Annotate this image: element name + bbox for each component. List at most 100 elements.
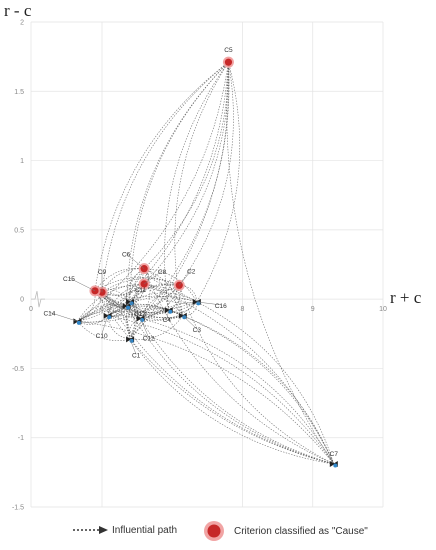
- label-leader: [125, 253, 145, 269]
- influential-path: [94, 61, 229, 291]
- influential-path: [77, 295, 197, 322]
- influential-path: [77, 62, 229, 322]
- influential-path: [140, 62, 230, 319]
- point-label: C7: [330, 451, 339, 458]
- y-tick-label: 1.5: [14, 89, 24, 96]
- influential-path: [129, 309, 169, 340]
- effect-point: [76, 320, 81, 325]
- legend-cause-item: Criterion classified as "Cause": [202, 519, 368, 543]
- influential-path: [143, 283, 197, 304]
- label-leader: [144, 270, 163, 285]
- influential-path: [143, 62, 229, 285]
- grid: [30, 21, 384, 508]
- arrowhead-mark: [126, 298, 132, 305]
- arrowhead-mark: [73, 318, 79, 325]
- influential-path: [182, 315, 335, 465]
- influential-path: [144, 268, 198, 303]
- y-tick-label: -1.5: [12, 505, 24, 512]
- y-tick-label: 2: [20, 20, 24, 27]
- influential-path: [126, 305, 334, 465]
- label-leader: [129, 301, 141, 314]
- x-axis-title: r + c: [390, 288, 422, 307]
- point-label: C1: [132, 352, 141, 359]
- point-label: C14: [43, 310, 55, 317]
- influential-path: [101, 291, 169, 313]
- point-label: C15: [63, 276, 75, 283]
- influential-path: [168, 309, 335, 465]
- y-tick-label: -0.5: [12, 366, 24, 373]
- arrowhead-mark: [329, 461, 335, 468]
- influential-path: [168, 308, 184, 316]
- criteria-labels: C1 C2 C3 C4 C5 C6 C7 C8 C9 C10 C11 C12 C13 C14 C15 C16: [43, 47, 338, 458]
- influential-path: [140, 268, 151, 319]
- label-leader: [126, 288, 141, 307]
- point-label: C3: [193, 327, 202, 334]
- influential-path: [196, 301, 335, 465]
- dotted-arrow-icon: [73, 526, 108, 534]
- influential-path: [129, 292, 197, 303]
- influential-path: [101, 291, 141, 319]
- influential-path: [77, 268, 145, 322]
- arrowhead-mark: [164, 307, 170, 314]
- legend-cause-label: Criterion classified as "Cause": [234, 525, 368, 537]
- point-label: C2: [187, 268, 196, 275]
- influential-path: [101, 61, 229, 293]
- effect-point: [129, 338, 134, 343]
- point-label: C8: [158, 269, 167, 276]
- axes: -1.5 -1 -0.5 0 0.5 1 1.5 2 0 6 8 9 10: [12, 20, 387, 512]
- y-tick-label: -1: [18, 435, 24, 442]
- influential-path: [94, 267, 145, 292]
- point-label: C12: [143, 336, 155, 343]
- influential-path: [144, 283, 170, 311]
- influential-path: [178, 285, 334, 465]
- influential-path: [143, 268, 334, 465]
- influential-path: [94, 290, 334, 465]
- point-label: C16: [215, 303, 227, 310]
- influential-path: [143, 62, 229, 269]
- x-tick-label: 9: [311, 306, 315, 313]
- x-tick-label: 6: [100, 306, 104, 313]
- label-leader: [140, 318, 149, 338]
- label-leader: [182, 315, 197, 329]
- influential-path: [77, 285, 180, 323]
- arrowhead-mark: [103, 312, 109, 319]
- arrowhead-mark: [136, 315, 142, 322]
- influential-path: [168, 301, 198, 313]
- influential-path: [107, 283, 145, 316]
- influential-path: [77, 301, 131, 323]
- criteria-points: [73, 56, 338, 468]
- legend-path-label: Influential path: [112, 524, 178, 536]
- influential-path: [143, 268, 149, 285]
- chart-svg: -1.5 -1 -0.5 0 0.5 1 1.5 2 0 6 8 9 10 C1 C2 C3 C4 C5 C6 C7…: [4, 1, 422, 512]
- point-label: C11: [135, 287, 147, 294]
- cause-point: [224, 58, 233, 66]
- influential-path: [107, 305, 127, 317]
- label-leader: [129, 339, 137, 355]
- influential-path: [107, 62, 229, 316]
- influential-path: [129, 61, 229, 302]
- y-tick-label: 0.5: [14, 227, 24, 234]
- point-label: C5: [224, 47, 233, 54]
- influential-path: [144, 283, 335, 465]
- influential-path: [140, 301, 198, 321]
- cause-marker-icon: [204, 521, 224, 541]
- y-tick-label: 1: [20, 158, 24, 165]
- influential-path: [77, 321, 131, 341]
- effect-point: [333, 463, 338, 468]
- y-axis-title: r - c: [4, 1, 32, 20]
- influential-path: [129, 301, 183, 319]
- influential-path: [101, 292, 334, 465]
- influential-path: [107, 304, 169, 317]
- influential-path: [77, 303, 169, 322]
- influential-path: [94, 290, 109, 316]
- legend: Influential path Criterion classified as…: [0, 518, 436, 544]
- label-leader: [196, 301, 221, 306]
- influential-path: [140, 318, 335, 465]
- influential-path: [129, 301, 334, 465]
- influential-path: [101, 291, 131, 340]
- influential-path: [144, 268, 170, 311]
- influential-path: [77, 321, 335, 465]
- label-leader: [49, 312, 78, 322]
- effect-point: [168, 309, 173, 314]
- legend-path-item: Influential path: [72, 524, 177, 536]
